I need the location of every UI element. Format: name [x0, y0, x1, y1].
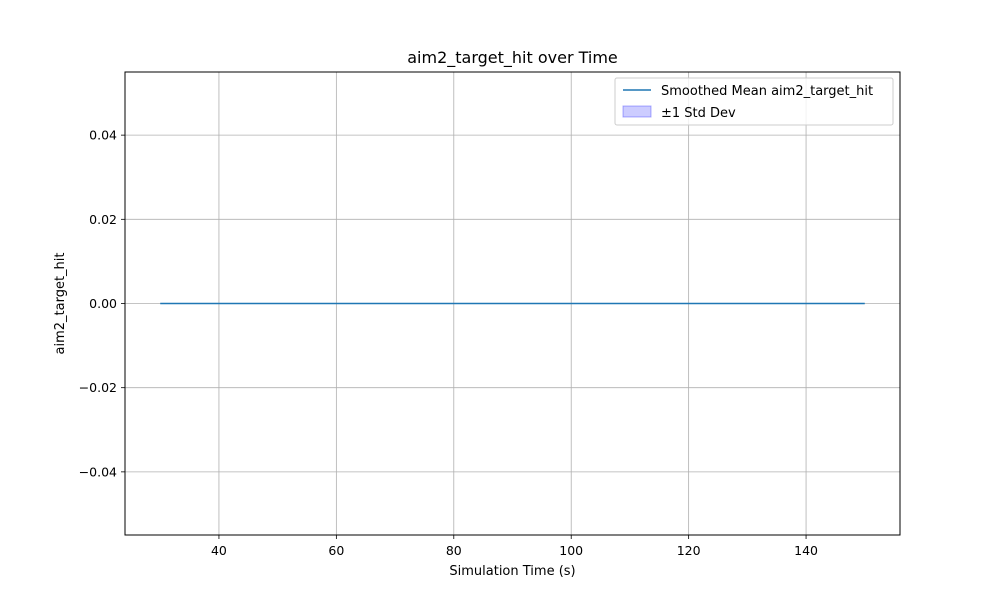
x-tick-label: 120	[677, 543, 701, 558]
x-axis-label: Simulation Time (s)	[449, 564, 575, 579]
y-axis-label: aim2_target_hit	[53, 253, 68, 355]
y-tick-label: 0.02	[89, 212, 117, 227]
legend-swatch-std-dev	[622, 105, 652, 118]
x-tick-label: 60	[328, 543, 344, 558]
x-tick-label: 80	[446, 543, 462, 558]
x-tick-label: 100	[559, 543, 583, 558]
y-tick-label: −0.02	[79, 380, 117, 395]
x-tick-label: 140	[794, 543, 818, 558]
legend: Smoothed Mean aim2_target_hit ±1 Std Dev	[614, 77, 894, 126]
x-tick-label: 40	[211, 543, 227, 558]
ticks: 40 60 80 100 120 140 −0.04 −0.02 0.00 0.02 0.04	[79, 128, 818, 558]
legend-label-std-dev: ±1 Std Dev	[661, 106, 736, 121]
chart-title: aim2_target_hit over Time	[407, 48, 618, 68]
y-tick-label: 0.00	[89, 296, 117, 311]
y-tick-label: 0.04	[89, 128, 117, 143]
y-tick-label: −0.04	[79, 464, 117, 479]
legend-label-mean: Smoothed Mean aim2_target_hit	[661, 84, 873, 99]
legend-box	[614, 77, 894, 126]
